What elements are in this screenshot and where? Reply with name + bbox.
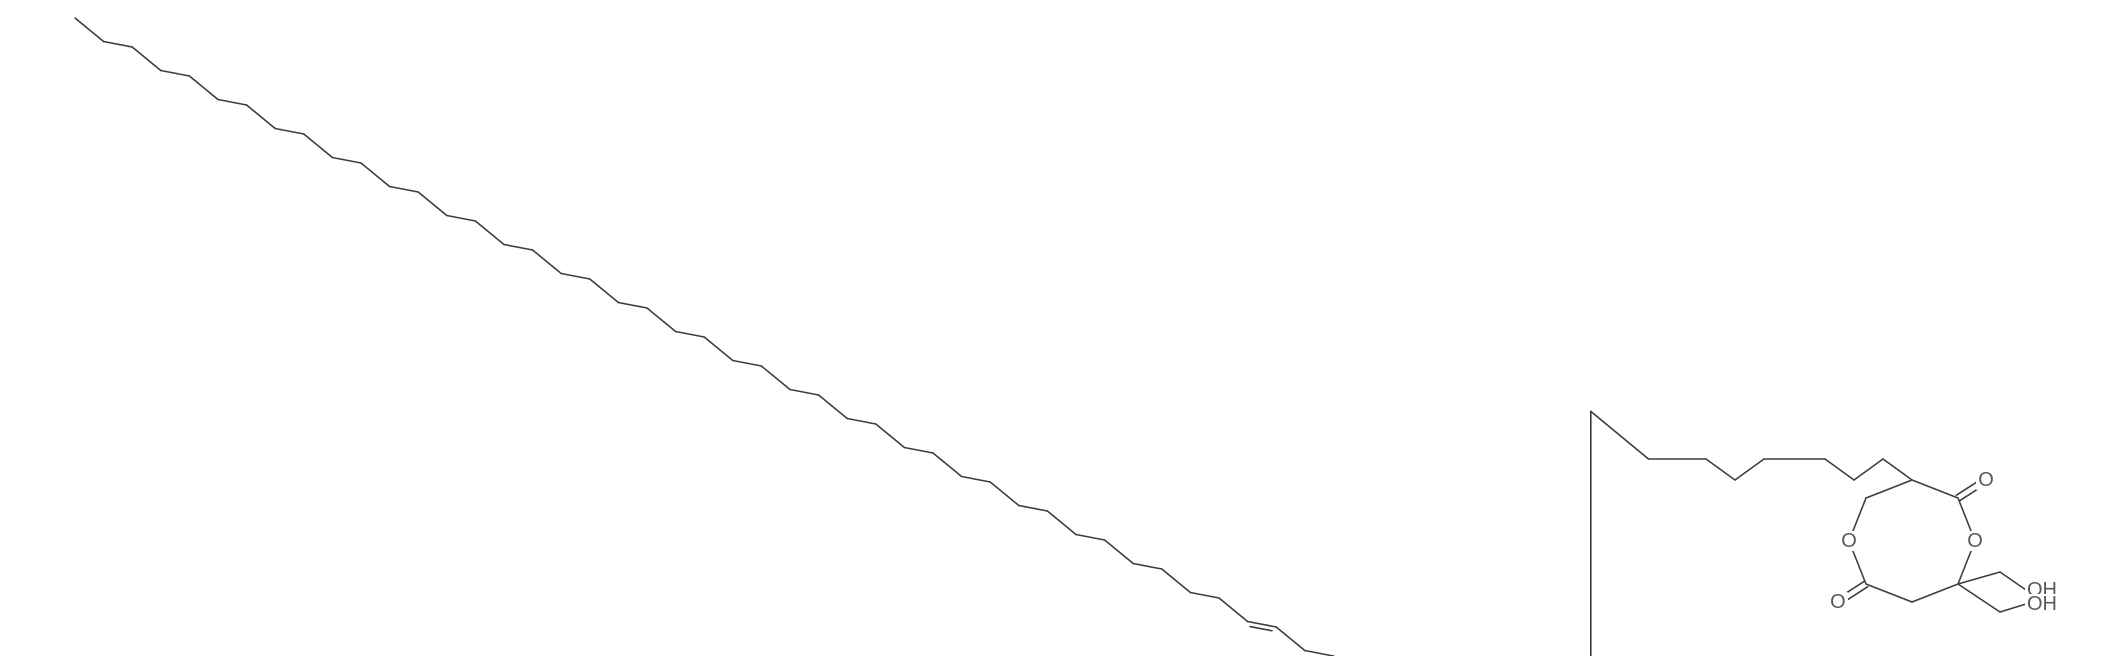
bond-layer bbox=[75, 18, 2026, 656]
svg-text:OH: OH bbox=[2027, 593, 2057, 615]
svg-text:O: O bbox=[1830, 591, 1846, 613]
svg-text:O: O bbox=[1841, 530, 1857, 552]
svg-text:O: O bbox=[1967, 530, 1983, 552]
atom-label-layer: OOOOOHOH bbox=[1828, 469, 2059, 615]
svg-text:O: O bbox=[1978, 469, 1994, 491]
molecule-diagram: OOOOOHOH bbox=[0, 0, 2110, 656]
